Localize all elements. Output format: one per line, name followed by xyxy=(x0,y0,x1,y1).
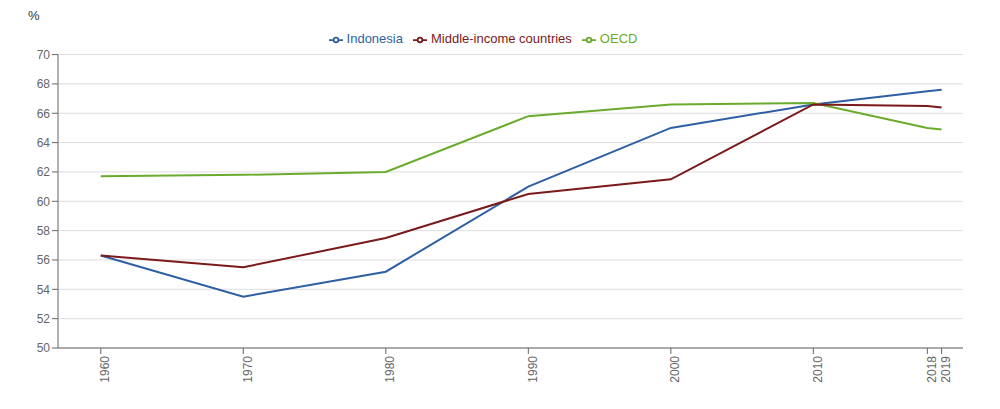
svg-text:66: 66 xyxy=(37,107,51,121)
svg-text:1970: 1970 xyxy=(241,356,255,383)
html-text:OECD: OECD xyxy=(599,31,638,46)
svg-text:2019: 2019 xyxy=(939,356,953,383)
html-text:Indonesia: Indonesia xyxy=(346,31,403,46)
html-text:Middle-income countries: Middle-income countries xyxy=(431,31,572,46)
svg-text:52: 52 xyxy=(37,312,51,326)
svg-text:64: 64 xyxy=(37,136,51,150)
svg-text:62: 62 xyxy=(37,165,51,179)
svg-text:70: 70 xyxy=(37,48,51,62)
svg-text:56: 56 xyxy=(37,253,51,267)
svg-text:1980: 1980 xyxy=(383,356,397,383)
svg-text:60: 60 xyxy=(37,195,51,209)
svg-text:2010: 2010 xyxy=(811,356,825,383)
svg-text:1990: 1990 xyxy=(526,356,540,383)
svg-text:68: 68 xyxy=(37,77,51,91)
svg-text:54: 54 xyxy=(37,283,51,297)
svg-text:1960: 1960 xyxy=(98,356,112,383)
svg-text:2000: 2000 xyxy=(668,356,682,383)
svg-text:58: 58 xyxy=(37,224,51,238)
svg-text:2018: 2018 xyxy=(925,356,939,383)
svg-text:50: 50 xyxy=(37,341,51,355)
